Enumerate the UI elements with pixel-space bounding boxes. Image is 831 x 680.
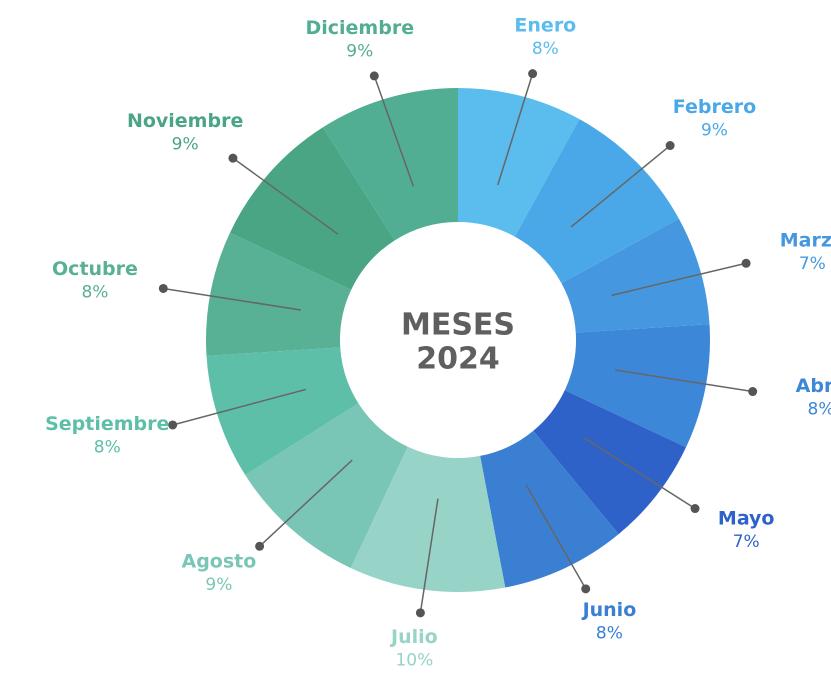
- center-text: 2024: [416, 342, 500, 377]
- leader-line: [259, 459, 353, 547]
- slice-label: Enero: [514, 14, 576, 36]
- leader-line: [163, 287, 301, 311]
- leader-line: [232, 157, 339, 235]
- leader-dot: [369, 71, 379, 81]
- value-label: 7%: [733, 532, 760, 552]
- leader-dot: [415, 608, 425, 618]
- leader-line: [570, 144, 671, 228]
- slice-label: Octubre: [52, 258, 138, 280]
- donut-slice: [514, 119, 679, 284]
- leader-dot: [255, 541, 265, 551]
- donut-slice: [564, 324, 711, 448]
- donut-slice: [350, 446, 506, 592]
- leader-line: [615, 369, 753, 393]
- leader-line: [419, 498, 439, 613]
- donut-slice: [480, 430, 619, 588]
- value-label: 9%: [172, 135, 199, 155]
- slice-label: Septiembre: [45, 413, 169, 435]
- leader-dot: [168, 420, 178, 430]
- value-label: 9%: [701, 120, 728, 140]
- leader-dot: [748, 387, 758, 397]
- leader-dot: [158, 283, 168, 293]
- leader-dot: [665, 141, 675, 151]
- leader-dot: [228, 153, 238, 163]
- leader-line: [584, 437, 696, 510]
- slice-label: Diciembre: [305, 17, 414, 39]
- value-label: 9%: [205, 575, 232, 595]
- donut-slice: [322, 88, 458, 241]
- leader-line: [373, 75, 415, 187]
- slice-label: Marzo: [780, 229, 831, 251]
- leader-line: [172, 388, 307, 426]
- value-label: 7%: [799, 254, 826, 274]
- value-label: 8%: [532, 39, 559, 59]
- center-text: MESES: [401, 308, 515, 343]
- slice-label: Noviembre: [127, 110, 243, 132]
- value-label: 8%: [596, 623, 623, 643]
- value-label: 8%: [808, 399, 831, 419]
- slice-label: Abril: [796, 375, 831, 397]
- leader-dot: [690, 504, 700, 514]
- slice-label: Agosto: [182, 551, 257, 573]
- value-label: 9%: [346, 41, 373, 61]
- slice-label: Mayo: [718, 508, 775, 530]
- leader-dot: [741, 258, 751, 268]
- donut-slice: [245, 403, 408, 569]
- slice-label: Junio: [581, 599, 637, 621]
- value-label: 10%: [395, 651, 433, 671]
- slice-label: Febrero: [673, 96, 756, 118]
- donut-slice: [229, 127, 395, 290]
- leader-line: [497, 73, 534, 186]
- donut-slice: [561, 218, 710, 333]
- leader-line: [525, 484, 587, 590]
- value-label: 8%: [81, 283, 108, 303]
- leader-dot: [581, 584, 591, 594]
- donut-slice: [458, 88, 580, 237]
- slice-label: Julio: [389, 626, 438, 648]
- leader-line: [611, 262, 747, 297]
- donut-slice: [533, 390, 687, 535]
- leader-dot: [528, 69, 538, 79]
- donut-slice: [206, 232, 352, 356]
- donut-slice: [206, 347, 359, 476]
- value-label: 8%: [94, 437, 121, 457]
